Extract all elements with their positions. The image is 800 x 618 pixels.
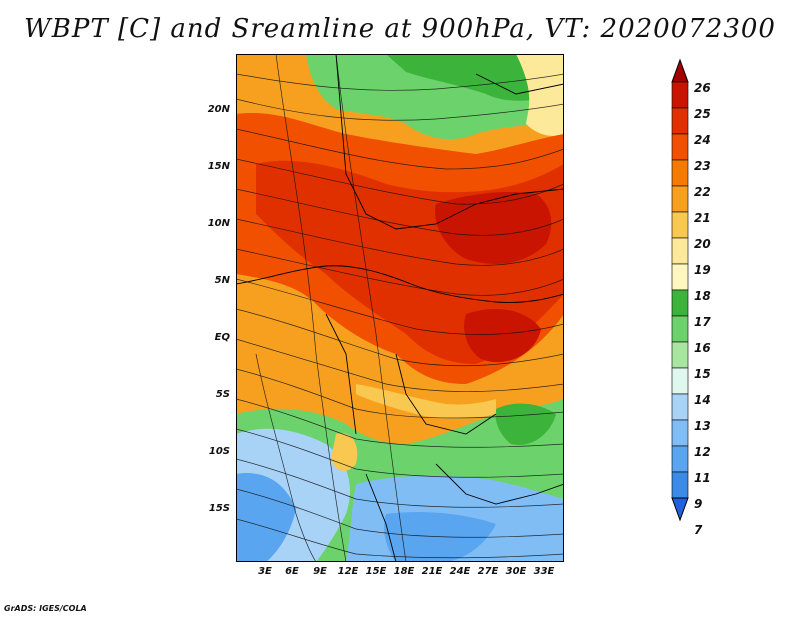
colorbar bbox=[671, 58, 689, 522]
colorbar-segment bbox=[671, 419, 689, 447]
colorbar-segment bbox=[671, 445, 689, 473]
lon-label-3e: 3E bbox=[258, 566, 272, 577]
colorbar-segment bbox=[671, 211, 689, 239]
wbpt-field bbox=[236, 54, 564, 562]
colorbar-segment bbox=[671, 237, 689, 265]
lon-label-6e: 6E bbox=[285, 566, 299, 577]
colorbar-label-25: 25 bbox=[694, 107, 711, 121]
map-panel bbox=[236, 54, 564, 562]
colorbar-label-9: 9 bbox=[694, 497, 703, 511]
lon-label-27e: 27E bbox=[477, 566, 499, 577]
colorbar-label-21: 21 bbox=[694, 211, 711, 225]
colorbar-segment bbox=[671, 159, 689, 187]
colorbar-top-arrow bbox=[671, 58, 689, 83]
colorbar-bottom-arrow bbox=[671, 497, 689, 522]
colorbar-segment bbox=[671, 315, 689, 343]
lon-label-9e: 9E bbox=[313, 566, 327, 577]
colorbar-label-20: 20 bbox=[694, 237, 711, 251]
lat-label-5n: 5N bbox=[214, 275, 230, 286]
colorbar-label-23: 23 bbox=[694, 159, 711, 173]
lat-label-15s: 15S bbox=[208, 503, 230, 514]
colorbar-label-15: 15 bbox=[694, 367, 711, 381]
lat-label-5s: 5S bbox=[215, 389, 230, 400]
colorbar-segment bbox=[671, 471, 689, 499]
colorbar-label-12: 12 bbox=[694, 445, 711, 459]
colorbar-label-7: 7 bbox=[694, 523, 703, 537]
lat-label-10n: 10N bbox=[207, 218, 230, 229]
colorbar-segment bbox=[671, 133, 689, 161]
colorbar-label-24: 24 bbox=[694, 133, 711, 147]
lat-label-15n: 15N bbox=[207, 161, 230, 172]
colorbar-segment bbox=[671, 341, 689, 369]
lon-label-30e: 30E bbox=[505, 566, 527, 577]
lat-label-eq: EQ bbox=[214, 332, 230, 343]
grads-credit: GrADS: IGES/COLA bbox=[4, 604, 87, 613]
colorbar-segment bbox=[671, 107, 689, 135]
lat-label-10s: 10S bbox=[208, 446, 230, 457]
colorbar-label-26: 26 bbox=[694, 81, 711, 95]
colorbar-segment bbox=[671, 263, 689, 291]
colorbar-label-13: 13 bbox=[694, 419, 711, 433]
lat-label-20n: 20N bbox=[207, 104, 230, 115]
colorbar-label-11: 11 bbox=[694, 471, 711, 485]
lon-label-33e: 33E bbox=[533, 566, 555, 577]
colorbar-segment bbox=[671, 81, 689, 109]
map-title: WBPT [C] and Sreamline at 900hPa, VT: 20… bbox=[24, 14, 776, 44]
colorbar-segment bbox=[671, 393, 689, 421]
colorbar-label-22: 22 bbox=[694, 185, 711, 199]
colorbar-segment bbox=[671, 367, 689, 395]
lon-label-24e: 24E bbox=[449, 566, 471, 577]
colorbar-label-18: 18 bbox=[694, 289, 711, 303]
colorbar-label-14: 14 bbox=[694, 393, 711, 407]
lon-label-18e: 18E bbox=[393, 566, 415, 577]
lon-label-15e: 15E bbox=[365, 566, 387, 577]
colorbar-segment bbox=[671, 289, 689, 317]
colorbar-label-17: 17 bbox=[694, 315, 711, 329]
lon-label-21e: 21E bbox=[421, 566, 443, 577]
colorbar-label-19: 19 bbox=[694, 263, 711, 277]
colorbar-label-16: 16 bbox=[694, 341, 711, 355]
lon-label-12e: 12E bbox=[337, 566, 359, 577]
colorbar-segment bbox=[671, 185, 689, 213]
